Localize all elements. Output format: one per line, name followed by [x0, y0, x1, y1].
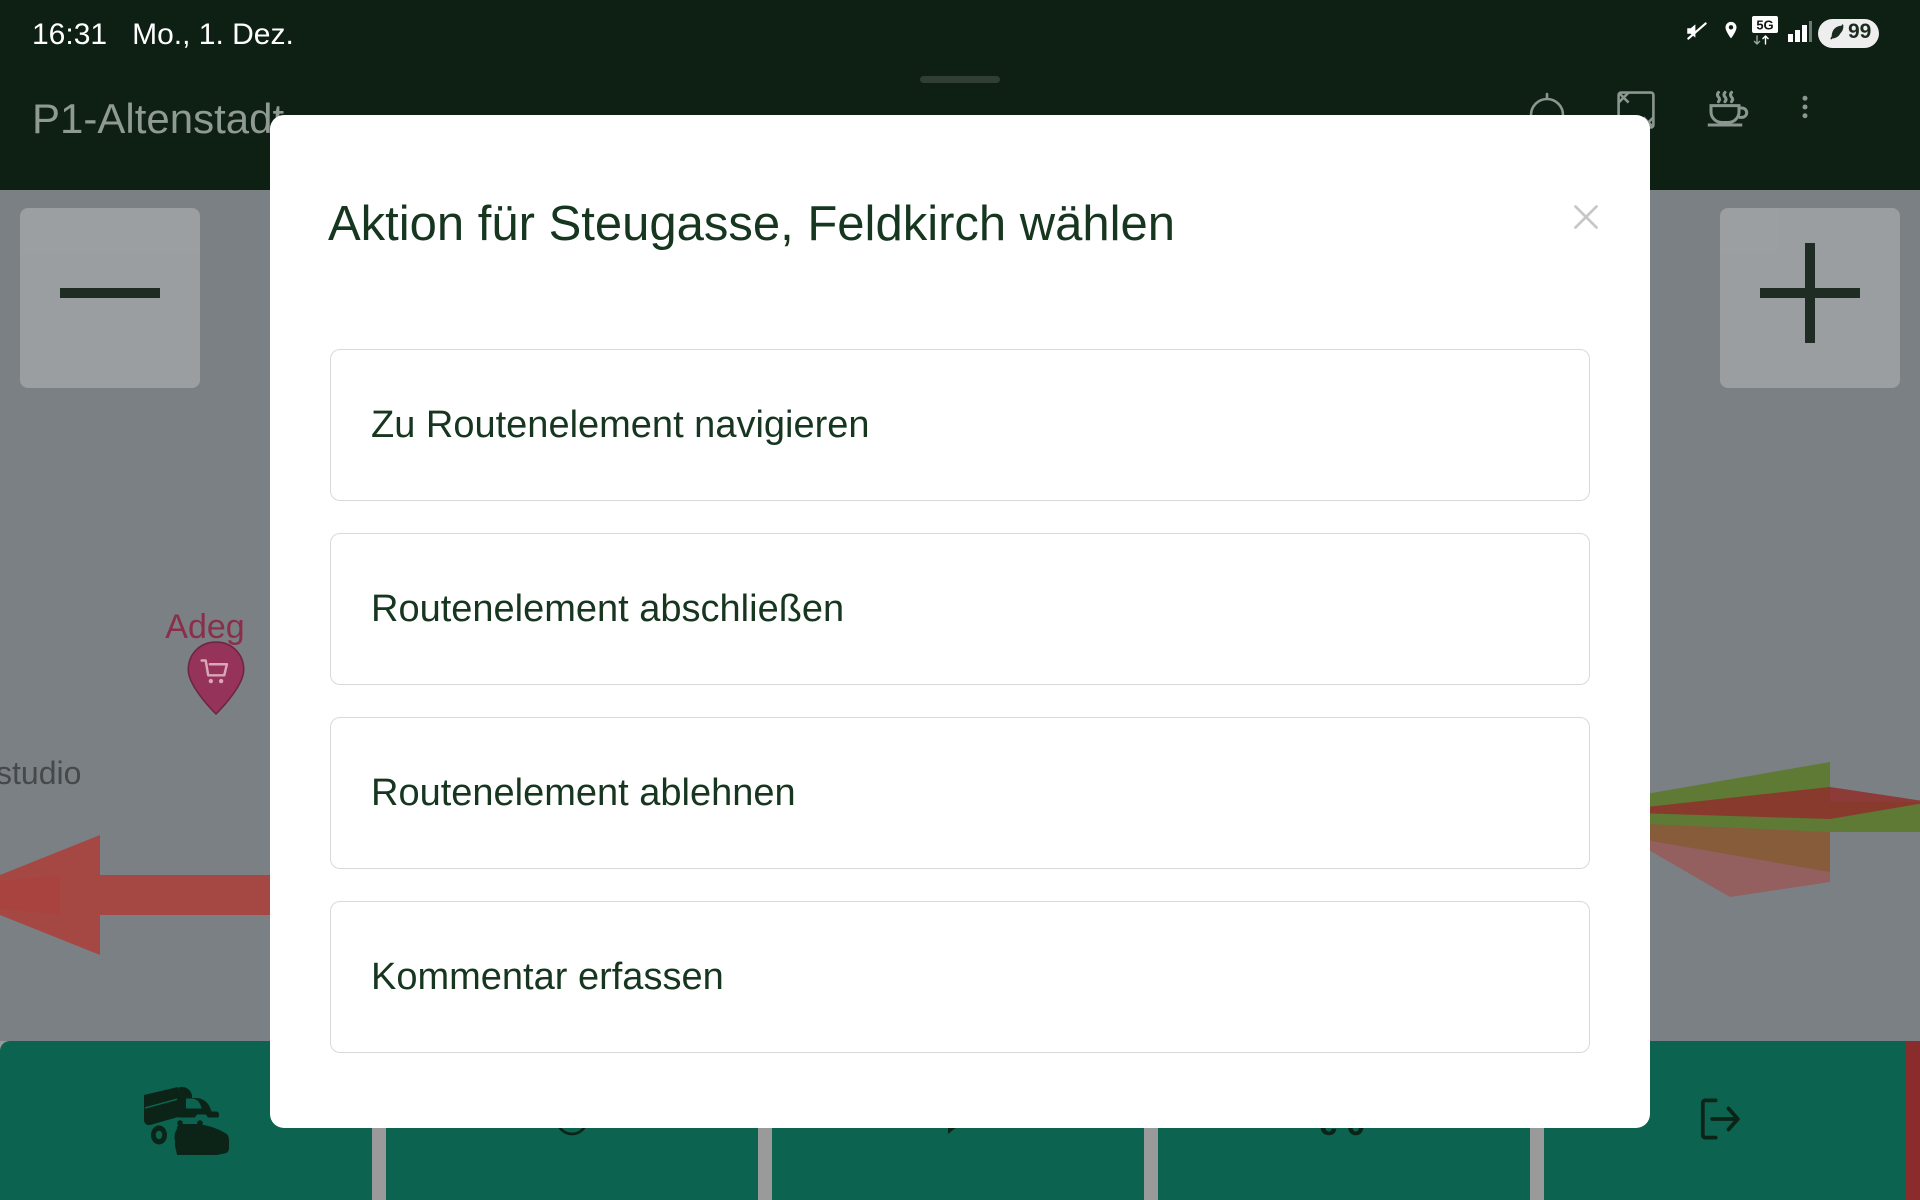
svg-text:5G: 5G — [1756, 18, 1773, 33]
